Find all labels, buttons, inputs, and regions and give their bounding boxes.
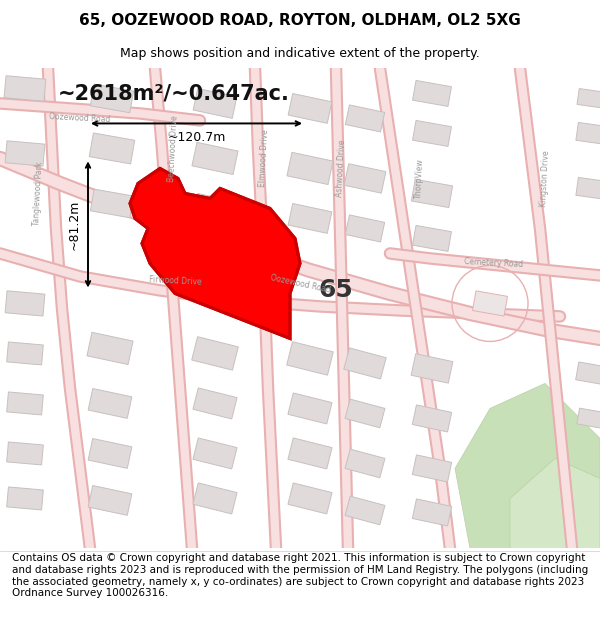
Polygon shape [5,291,45,316]
Polygon shape [473,291,508,316]
Text: Cemetery Road: Cemetery Road [464,258,524,269]
Polygon shape [7,342,43,365]
Polygon shape [4,76,46,101]
Polygon shape [288,438,332,469]
Polygon shape [576,122,600,144]
Polygon shape [193,438,237,469]
Polygon shape [346,215,385,242]
Polygon shape [577,408,600,429]
Polygon shape [346,105,385,132]
Text: Beechwood Drive: Beechwood Drive [167,115,179,182]
Polygon shape [344,348,386,379]
Polygon shape [411,354,453,383]
Polygon shape [130,168,300,339]
Polygon shape [287,152,333,184]
Polygon shape [192,337,238,370]
Polygon shape [288,393,332,424]
Polygon shape [193,194,237,223]
Polygon shape [193,388,237,419]
Polygon shape [413,226,451,251]
Polygon shape [5,141,45,166]
Polygon shape [91,84,134,112]
Polygon shape [192,142,238,174]
Polygon shape [345,449,385,478]
Polygon shape [193,483,237,514]
Polygon shape [344,164,386,193]
Text: Ashwood Drive: Ashwood Drive [335,139,347,198]
Polygon shape [510,459,600,549]
Polygon shape [412,499,452,526]
Polygon shape [455,383,600,549]
Polygon shape [87,332,133,364]
Polygon shape [88,439,132,468]
Text: Oozewood Road: Oozewood Road [269,272,331,294]
Polygon shape [576,177,600,199]
Polygon shape [288,94,332,123]
Text: Contains OS data © Crown copyright and database right 2021. This information is : Contains OS data © Crown copyright and d… [12,553,588,598]
Text: ~2618m²/~0.647ac.: ~2618m²/~0.647ac. [58,83,290,103]
Text: Map shows position and indicative extent of the property.: Map shows position and indicative extent… [120,48,480,60]
Polygon shape [345,496,385,525]
Polygon shape [412,179,452,208]
Polygon shape [412,405,452,432]
Polygon shape [575,362,600,385]
Polygon shape [88,389,132,418]
Text: 65: 65 [318,279,353,302]
Polygon shape [288,483,332,514]
Polygon shape [287,342,333,375]
Polygon shape [345,399,385,428]
Text: 65, OOZEWOOD ROAD, ROYTON, OLDHAM, OL2 5XG: 65, OOZEWOOD ROAD, ROYTON, OLDHAM, OL2 5… [79,13,521,28]
Polygon shape [193,89,237,118]
Text: Elmwood Drive: Elmwood Drive [258,129,270,188]
Polygon shape [91,189,134,218]
Polygon shape [288,204,332,233]
Text: Firwood Drive: Firwood Drive [148,274,202,286]
Text: ~81.2m: ~81.2m [67,199,80,249]
Polygon shape [7,442,43,465]
Text: Kingston Drive: Kingston Drive [539,150,551,207]
Text: Tanglewood Park: Tanglewood Park [32,161,44,226]
Polygon shape [7,392,43,415]
Polygon shape [89,133,135,164]
Polygon shape [412,455,452,482]
Polygon shape [413,121,451,146]
Text: ThorpView: ThorpView [415,158,425,199]
Text: ~120.7m: ~120.7m [167,131,226,144]
Polygon shape [88,486,132,516]
Polygon shape [413,81,451,106]
Polygon shape [7,487,43,510]
Polygon shape [577,89,600,108]
Text: Oozewood Road: Oozewood Road [49,112,111,124]
